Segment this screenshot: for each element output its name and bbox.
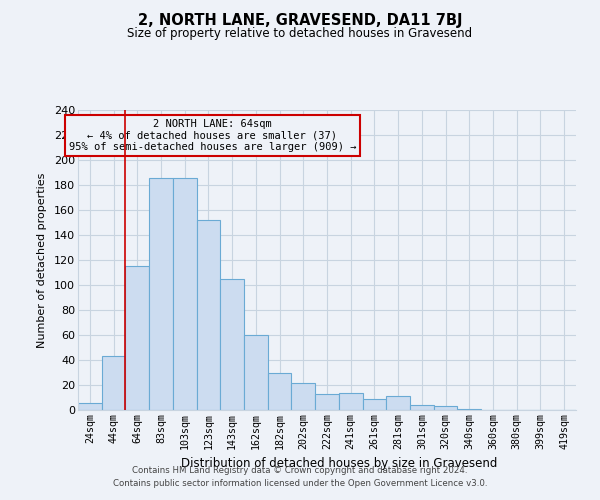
Bar <box>386 396 410 410</box>
Bar <box>78 402 102 410</box>
Bar <box>362 399 386 410</box>
Bar <box>173 178 197 410</box>
Bar <box>457 409 481 410</box>
Bar <box>339 392 362 410</box>
Text: Contains HM Land Registry data © Crown copyright and database right 2024.
Contai: Contains HM Land Registry data © Crown c… <box>113 466 487 487</box>
Bar <box>315 394 339 410</box>
Text: Distribution of detached houses by size in Gravesend: Distribution of detached houses by size … <box>181 458 497 470</box>
Bar <box>102 356 125 410</box>
Bar <box>220 279 244 410</box>
Text: 2, NORTH LANE, GRAVESEND, DA11 7BJ: 2, NORTH LANE, GRAVESEND, DA11 7BJ <box>138 12 462 28</box>
Bar <box>197 220 220 410</box>
Text: Size of property relative to detached houses in Gravesend: Size of property relative to detached ho… <box>127 28 473 40</box>
Bar <box>434 406 457 410</box>
Bar <box>268 372 292 410</box>
Text: 2 NORTH LANE: 64sqm
← 4% of detached houses are smaller (37)
95% of semi-detache: 2 NORTH LANE: 64sqm ← 4% of detached hou… <box>69 119 356 152</box>
Bar <box>149 178 173 410</box>
Y-axis label: Number of detached properties: Number of detached properties <box>37 172 47 348</box>
Bar <box>292 382 315 410</box>
Bar <box>410 405 434 410</box>
Bar <box>244 335 268 410</box>
Bar <box>125 266 149 410</box>
